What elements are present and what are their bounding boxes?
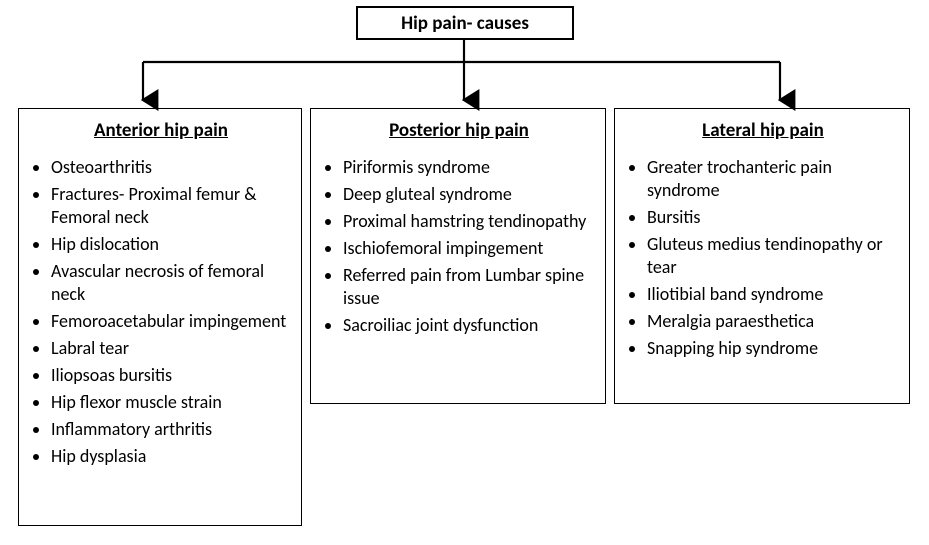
root-node: Hip pain- causes [356, 6, 574, 40]
list-item: Ischiofemoral impingement [343, 237, 597, 260]
list-item: Avascular necrosis of femoral neck [51, 260, 293, 306]
branch-posterior: Posterior hip pain Piriformis syndrome D… [310, 108, 606, 404]
list-item: Iliotibial band syndrome [647, 283, 901, 306]
list-item: Greater trochanteric pain syndrome [647, 156, 901, 202]
list-item: Hip dislocation [51, 233, 293, 256]
diagram-canvas: Hip pain- causes Anterior hip pain Osteo… [0, 0, 929, 545]
branch-list-anterior: Osteoarthritis Fractures- Proximal femur… [29, 156, 293, 468]
branch-anterior: Anterior hip pain Osteoarthritis Fractur… [18, 108, 302, 526]
branch-list-posterior: Piriformis syndrome Deep gluteal syndrom… [321, 156, 597, 337]
list-item: Inflammatory arthritis [51, 418, 293, 441]
list-item: Labral tear [51, 337, 293, 360]
branch-title-posterior: Posterior hip pain [321, 119, 597, 142]
list-item: Snapping hip syndrome [647, 337, 901, 360]
list-item: Hip flexor muscle strain [51, 391, 293, 414]
root-title: Hip pain- causes [401, 12, 529, 35]
branch-lateral: Lateral hip pain Greater trochanteric pa… [614, 108, 910, 404]
list-item: Proximal hamstring tendinopathy [343, 210, 597, 233]
list-item: Bursitis [647, 206, 901, 229]
list-item: Meralgia paraesthetica [647, 310, 901, 333]
list-item: Sacroiliac joint dysfunction [343, 314, 597, 337]
list-item: Fractures- Proximal femur & Femoral neck [51, 183, 293, 229]
list-item: Referred pain from Lumbar spine issue [343, 264, 597, 310]
branch-list-lateral: Greater trochanteric pain syndrome Bursi… [625, 156, 901, 360]
list-item: Femoroacetabular impingement [51, 310, 293, 333]
list-item: Piriformis syndrome [343, 156, 597, 179]
branch-title-anterior: Anterior hip pain [29, 119, 293, 142]
list-item: Iliopsoas bursitis [51, 364, 293, 387]
branch-title-lateral: Lateral hip pain [625, 119, 901, 142]
list-item: Osteoarthritis [51, 156, 293, 179]
list-item: Gluteus medius tendinopathy or tear [647, 233, 901, 279]
list-item: Hip dysplasia [51, 445, 293, 468]
list-item: Deep gluteal syndrome [343, 183, 597, 206]
